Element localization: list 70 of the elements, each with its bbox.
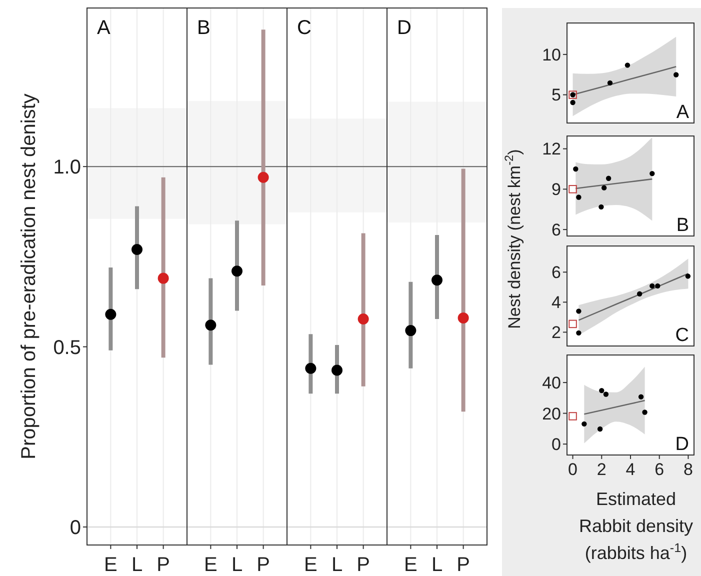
point bbox=[601, 185, 607, 190]
x-tick-label: 2 bbox=[596, 460, 606, 479]
point bbox=[655, 283, 660, 289]
y-tick-label: 20 bbox=[542, 404, 561, 424]
point bbox=[597, 426, 603, 432]
x-tick-label: L bbox=[431, 554, 443, 576]
point bbox=[568, 320, 577, 328]
y-tick-label: 6 bbox=[552, 220, 561, 240]
point bbox=[598, 204, 604, 210]
point bbox=[650, 170, 655, 176]
x-tick-label: L bbox=[131, 554, 143, 576]
y-tick-label: 2 bbox=[552, 323, 561, 342]
y-tick-label: 0 bbox=[70, 516, 81, 539]
x-tick-label: E bbox=[304, 554, 318, 576]
x-tick-label: 4 bbox=[626, 460, 636, 479]
line-series bbox=[584, 400, 646, 415]
point bbox=[568, 412, 577, 420]
point bbox=[624, 62, 630, 68]
annotation: B bbox=[676, 215, 689, 236]
point bbox=[603, 392, 609, 397]
point bbox=[576, 194, 582, 200]
y-tick-label: 1.0 bbox=[53, 156, 81, 179]
annotation: B bbox=[197, 17, 210, 39]
x-tick-label: P bbox=[356, 554, 370, 576]
point bbox=[158, 272, 169, 284]
y-tick-label: 6 bbox=[552, 263, 561, 282]
x-tick-label: 8 bbox=[683, 460, 693, 479]
point bbox=[105, 308, 116, 320]
point bbox=[650, 283, 655, 289]
x-tick-label: E bbox=[104, 554, 118, 576]
annotation: D bbox=[675, 434, 689, 455]
point bbox=[576, 308, 582, 314]
y-tick-label: 0.5 bbox=[53, 336, 81, 359]
y-tick-label: 4 bbox=[552, 293, 561, 312]
x-tick-label: E bbox=[204, 554, 218, 576]
point bbox=[642, 410, 648, 415]
point bbox=[636, 291, 642, 296]
point bbox=[638, 394, 644, 400]
x-tick-label: E bbox=[404, 554, 418, 576]
point bbox=[685, 274, 691, 279]
point bbox=[599, 388, 604, 394]
y-tick-label: 5 bbox=[552, 86, 561, 105]
point bbox=[607, 80, 613, 86]
x-tick-label: L bbox=[331, 554, 343, 576]
point bbox=[582, 421, 587, 427]
y-tick-label: 9 bbox=[552, 180, 561, 200]
point bbox=[570, 100, 576, 106]
x-tick-label: L bbox=[231, 554, 243, 576]
x-tick-label: P bbox=[456, 554, 470, 576]
point bbox=[132, 244, 142, 255]
x-tick-label: P bbox=[256, 554, 270, 576]
annotation: D bbox=[397, 17, 412, 39]
x-tick-label: 0 bbox=[568, 460, 578, 479]
annotation: A bbox=[676, 102, 690, 123]
x-tick-label: 6 bbox=[654, 460, 664, 479]
y-tick-label: 12 bbox=[542, 140, 561, 159]
y-tick-label: 40 bbox=[542, 373, 561, 392]
x-tick-label: P bbox=[156, 554, 170, 576]
point bbox=[576, 330, 582, 336]
annotation: C bbox=[675, 325, 689, 346]
y-tick-label: 10 bbox=[542, 45, 561, 64]
point bbox=[674, 72, 679, 78]
annotation: A bbox=[97, 17, 111, 39]
annotation: C bbox=[297, 17, 312, 39]
x-axis-title: Estimated Rabbit density (rabbits ha$^{-1}$) bbox=[578, 489, 694, 563]
point bbox=[573, 166, 578, 172]
y-tick-label: 0 bbox=[552, 435, 561, 454]
point bbox=[606, 176, 612, 181]
y-axis-title: Proportion of pre-eradication nest denisty bbox=[18, 94, 40, 460]
point bbox=[568, 185, 577, 194]
